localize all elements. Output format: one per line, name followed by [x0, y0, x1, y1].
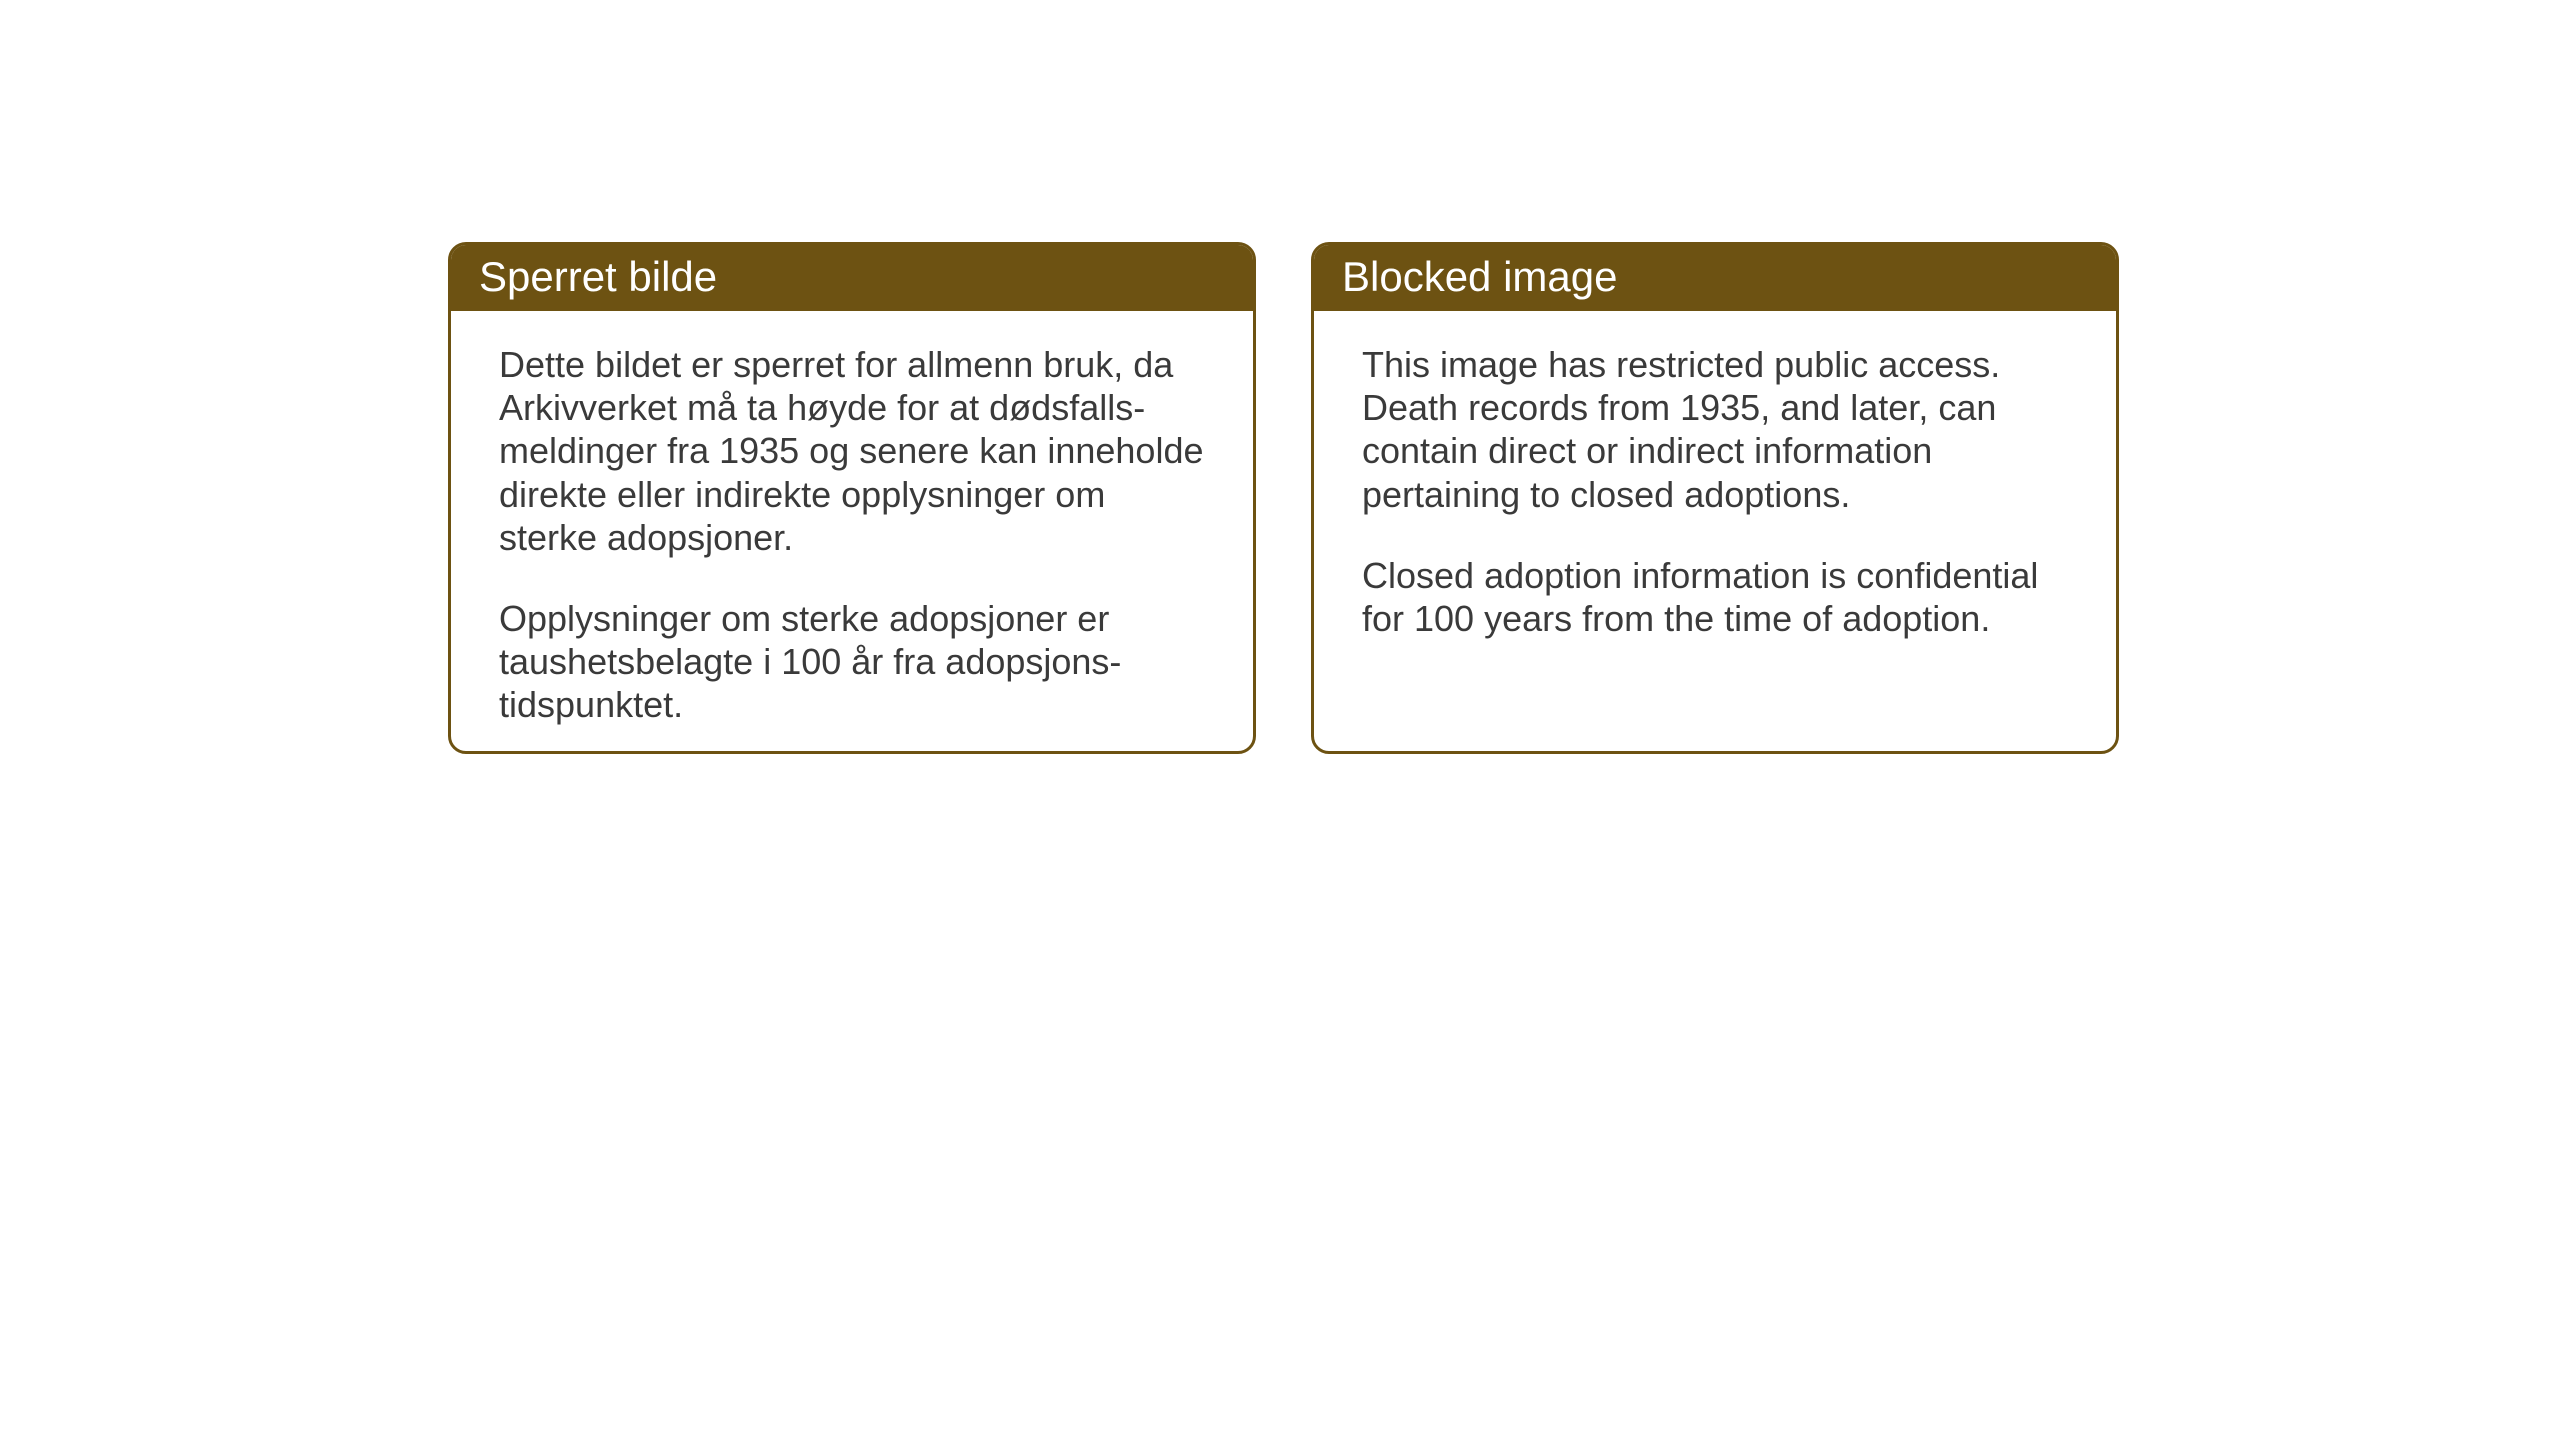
blocked-image-card-norwegian: Sperret bilde Dette bildet er sperret fo…: [448, 242, 1256, 754]
card-paragraph-1-english: This image has restricted public access.…: [1362, 343, 2068, 516]
card-paragraph-2-english: Closed adoption information is confident…: [1362, 554, 2068, 640]
card-header-norwegian: Sperret bilde: [451, 245, 1253, 311]
card-paragraph-1-norwegian: Dette bildet er sperret for allmenn bruk…: [499, 343, 1205, 559]
card-body-norwegian: Dette bildet er sperret for allmenn bruk…: [451, 311, 1253, 754]
card-header-english: Blocked image: [1314, 245, 2116, 311]
card-body-english: This image has restricted public access.…: [1314, 311, 2116, 680]
notice-cards-container: Sperret bilde Dette bildet er sperret fo…: [448, 242, 2119, 754]
card-paragraph-2-norwegian: Opplysninger om sterke adopsjoner er tau…: [499, 597, 1205, 727]
blocked-image-card-english: Blocked image This image has restricted …: [1311, 242, 2119, 754]
